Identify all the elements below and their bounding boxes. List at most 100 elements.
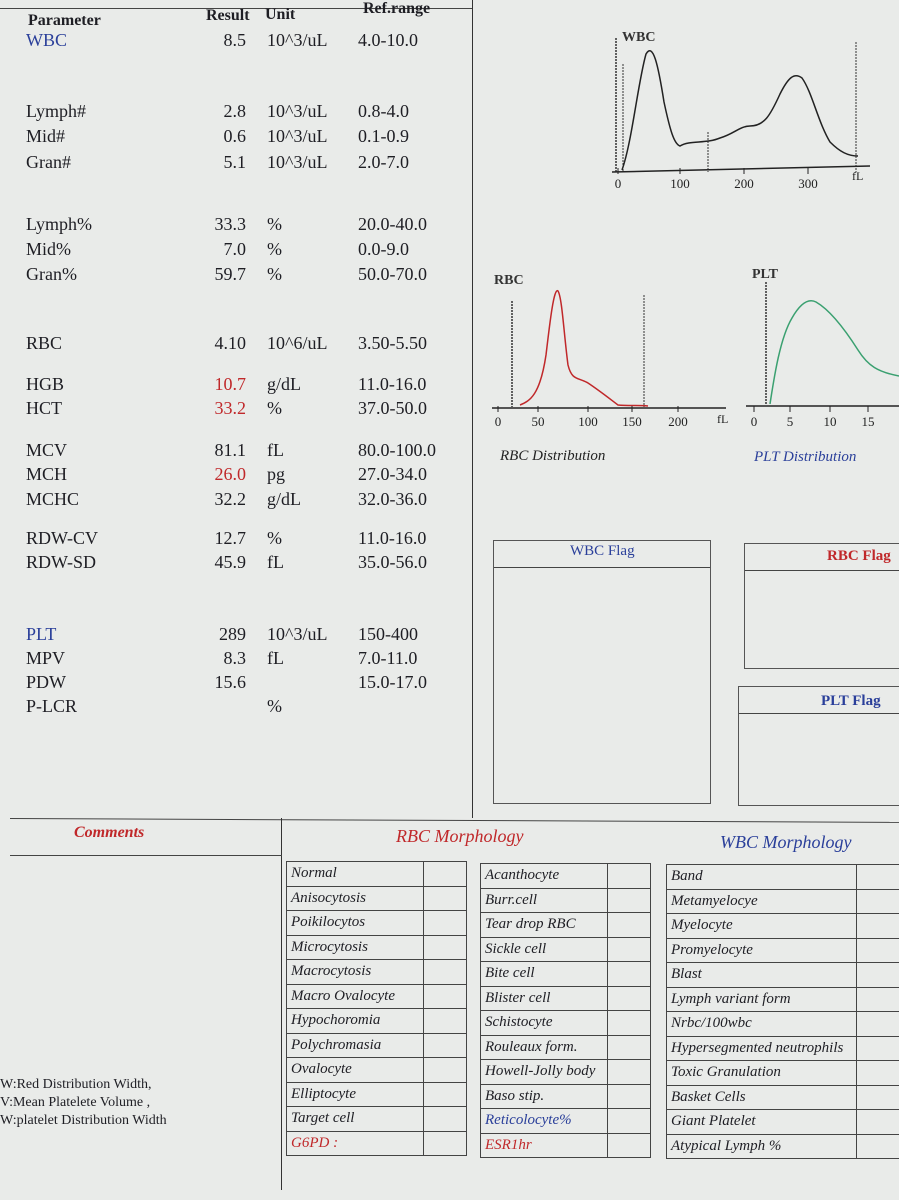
- morphology-item: Hypochoromia: [287, 1009, 467, 1034]
- parameter-row: PDW 15.6 15.0-17.0: [0, 672, 470, 694]
- wbc-tick-label: 100: [670, 176, 690, 191]
- parameter-unit: 10^6/uL: [267, 333, 328, 353]
- parameter-row: WBC 8.5 10^3/uL 4.0-10.0: [0, 30, 470, 52]
- results-bottom-line: [9, 818, 899, 823]
- parameter-name: PDW: [26, 672, 66, 692]
- morphology-value-cell: [423, 1082, 466, 1106]
- legend-line: V:Mean Platelete Volume ,: [0, 1095, 151, 1110]
- wbc-flag-title: WBC Flag: [570, 543, 635, 559]
- rbc-tick-label: 100: [578, 414, 598, 429]
- morphology-value-cell: [856, 1085, 899, 1109]
- wbc-histogram-title: WBC: [622, 30, 655, 45]
- morphology-item: Blast: [667, 963, 899, 988]
- parameter-ref-range: 2.0-7.0: [358, 152, 409, 172]
- parameter-row: MCH 26.0 pg 27.0-34.0: [0, 464, 470, 486]
- parameter-name: MPV: [26, 648, 66, 668]
- parameter-row: Mid% 7.0% 0.0-9.0: [0, 239, 470, 261]
- parameter-result: 0.6: [223, 126, 247, 146]
- morphology-item: G6PD :: [287, 1131, 467, 1156]
- parameter-ref-range: 7.0-11.0: [358, 648, 418, 668]
- rbc-histogram-title: RBC: [494, 273, 524, 288]
- plt-flag-title: PLT Flag: [821, 693, 881, 709]
- morphology-item: Promyelocyte: [667, 938, 899, 963]
- parameter-name: RDW-SD: [26, 552, 97, 572]
- parameter-result: 7.0: [223, 239, 247, 259]
- parameter-ref-range: 20.0-40.0: [358, 214, 427, 234]
- morphology-label: Ovalocyte: [291, 1061, 352, 1077]
- parameter-name: MCV: [26, 440, 68, 460]
- morphology-item: Tear drop RBC: [481, 913, 651, 938]
- comments-title: Comments: [74, 824, 145, 841]
- morphology-value-cell: [607, 962, 650, 986]
- wbc-tick-label: 200: [734, 176, 754, 191]
- parameter-row: RDW-CV 12.7% 11.0-16.0: [0, 528, 470, 550]
- morphology-value-cell: [423, 984, 466, 1008]
- parameter-name: Mid#: [26, 126, 66, 146]
- parameter-result: 81.1: [214, 440, 247, 460]
- parameter-name: Gran#: [26, 152, 71, 172]
- parameter-unit: fL: [267, 648, 284, 668]
- morphology-item: Hypersegmented neutrophils: [667, 1036, 899, 1061]
- morphology-label: Burr.cell: [485, 891, 538, 908]
- parameter-name: HGB: [26, 374, 65, 394]
- parameter-header: Parameter: [28, 12, 101, 29]
- morphology-item: Baso stip.: [481, 1084, 651, 1109]
- morphology-value-cell: [856, 914, 899, 938]
- morphology-label: Microcytosis: [291, 938, 368, 955]
- header-underline: [0, 8, 472, 9]
- morphology-item: Poikilocytos: [287, 911, 467, 936]
- parameter-result: 289: [219, 624, 246, 644]
- morphology-value-cell: [856, 987, 899, 1011]
- morphology-item: Rouleaux form.: [481, 1035, 651, 1060]
- parameter-unit: %: [267, 214, 282, 234]
- parameter-row: Lymph# 2.8 10^3/uL 0.8-4.0: [0, 101, 470, 123]
- parameter-unit: pg: [267, 464, 285, 484]
- parameter-result: 10.7: [214, 374, 247, 394]
- plt-histogram: PLT 0 5 10 15 PLT Distribution: [746, 267, 899, 465]
- morphology-item: Toxic Granulation: [667, 1061, 899, 1086]
- parameter-ref-range: 37.0-50.0: [358, 398, 427, 418]
- morphology-value-cell: [856, 1134, 899, 1158]
- morphology-label: Giant Platelet: [671, 1113, 756, 1129]
- parameter-name: MCH: [26, 464, 68, 484]
- morphology-label: Reticolocyte%: [485, 1112, 572, 1128]
- morphology-value-cell: [423, 1131, 466, 1155]
- legend-line: W:Red Distribution Width,: [0, 1077, 152, 1092]
- parameter-name: RBC: [26, 333, 63, 353]
- morphology-value-cell: [423, 862, 466, 886]
- morphology-value-cell: [856, 865, 899, 889]
- morphology-item: Microcytosis: [287, 935, 467, 960]
- parameter-row: P-LCR%: [0, 696, 470, 718]
- morphology-value-cell: [423, 1107, 466, 1131]
- morphology-item: Normal: [287, 862, 467, 887]
- morphology-label: Atypical Lymph %: [671, 1137, 782, 1154]
- morphology-label: Acanthocyte: [485, 867, 560, 883]
- wbc-morphology-title: WBC Morphology: [720, 832, 852, 852]
- parameter-row: HGB 10.7 g/dL 11.0-16.0: [0, 374, 470, 396]
- morphology-item: Sickle cell: [481, 937, 651, 962]
- comments-header-line: [10, 855, 282, 856]
- morphology-item: Schistocyte: [481, 1011, 651, 1036]
- parameter-unit: %: [267, 696, 282, 716]
- morphology-item: ESR1hr: [481, 1133, 651, 1158]
- wbc-tick-label: 0: [615, 176, 622, 191]
- parameter-ref-range: 35.0-56.0: [358, 552, 427, 572]
- morphology-item: Atypical Lymph %: [667, 1134, 899, 1159]
- wbc-unit-label: fL: [852, 169, 863, 183]
- morphology-value-cell: [856, 963, 899, 987]
- parameter-name: P-LCR: [26, 696, 78, 716]
- rbc-tick-label: 150: [622, 414, 642, 429]
- morphology-value-cell: [607, 1109, 650, 1133]
- morphology-item: Ovalocyte: [287, 1058, 467, 1083]
- parameter-row: Lymph% 33.3% 20.0-40.0: [0, 214, 470, 236]
- morphology-value-cell: [423, 960, 466, 984]
- morphology-label: Metamyelocye: [671, 892, 758, 909]
- plt-distribution-caption: PLT Distribution: [753, 449, 856, 465]
- morphology-value-cell: [607, 888, 650, 912]
- morphology-item: Macrocytosis: [287, 960, 467, 985]
- parameter-name: PLT: [26, 624, 57, 644]
- wbc-histogram: WBC 0 100 200 300 fL: [611, 30, 871, 191]
- morphology-label: Macro Ovalocyte: [291, 987, 395, 1004]
- parameter-unit: %: [267, 398, 282, 418]
- parameter-unit: 10^3/uL: [267, 30, 328, 50]
